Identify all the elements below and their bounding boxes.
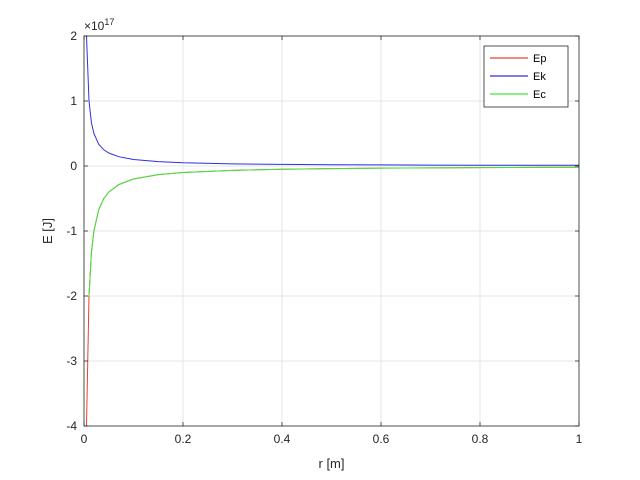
y-tick-label: -1: [66, 224, 77, 238]
series-layer: [86, 35, 580, 427]
y-tick-label: -3: [66, 354, 77, 368]
y-tick-label: 1: [70, 94, 77, 108]
grid-layer: [83, 35, 580, 427]
x-tick-label: 0: [81, 432, 88, 446]
y-tick-label: 2: [70, 29, 77, 43]
y-tick-label: -4: [66, 419, 77, 433]
x-tick-label: 0.8: [472, 432, 489, 446]
series-line-ec: [88, 166, 580, 297]
y-axis-label: E [J]: [40, 218, 55, 244]
tick-layer: [83, 35, 580, 427]
x-tick-label: 0.4: [274, 432, 291, 446]
x-tick-label: 0.2: [175, 432, 192, 446]
series-line-ek: [86, 35, 579, 166]
legend-label-ek: Ek: [533, 71, 546, 83]
y-tick-label: -2: [66, 289, 77, 303]
legend: Ep Ek Ec: [483, 45, 569, 108]
x-tick-label: 0.6: [373, 432, 390, 446]
y-exponent-power: 17: [104, 17, 114, 27]
x-axis-label: r [m]: [319, 456, 345, 471]
legend-label-ep: Ep: [533, 53, 546, 65]
x-tick-labels: 0 0.2 0.4 0.6 0.8 1: [81, 432, 583, 446]
y-exponent-label: ×1017: [84, 17, 114, 33]
y-tick-label: 0: [70, 159, 77, 173]
legend-label-ec: Ec: [533, 89, 546, 101]
x-tick-label: 1: [576, 432, 583, 446]
y-tick-labels: -4 -3 -2 -1 0 1 2: [66, 29, 77, 433]
